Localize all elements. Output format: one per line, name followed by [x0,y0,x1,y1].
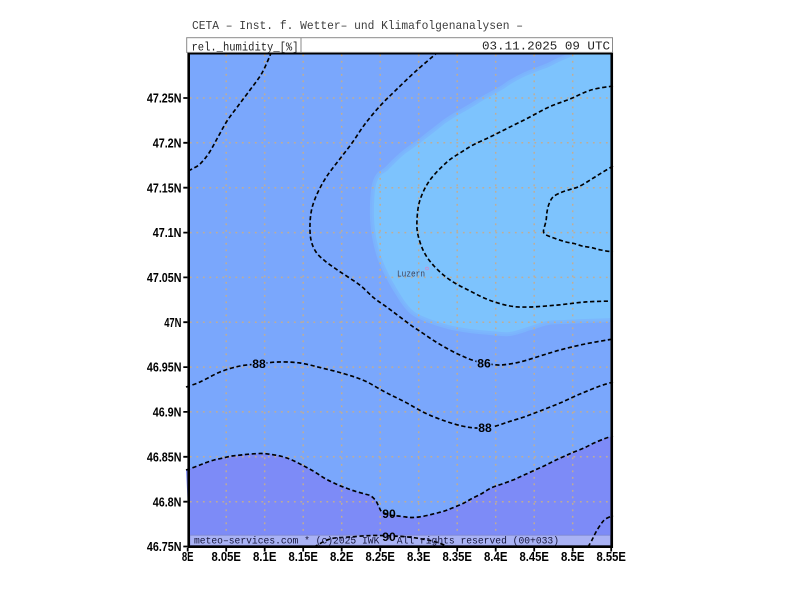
svg-text:47.05N: 47.05N [147,270,182,285]
svg-text:8.5E: 8.5E [561,549,585,564]
svg-text:8.25E: 8.25E [366,549,396,564]
svg-text:rel._humidity_[%]: rel._humidity_[%] [192,40,299,54]
svg-text:03.11.2025 09 UTC: 03.11.2025 09 UTC [482,39,610,53]
svg-text:46.85N: 46.85N [147,449,182,464]
svg-text:88: 88 [252,359,266,371]
svg-text:CETA – Inst. f. Wetter– und Kl: CETA – Inst. f. Wetter– und Klimafolgena… [192,19,523,33]
svg-text:46.75N: 46.75N [147,539,182,554]
svg-text:86: 86 [477,359,491,371]
svg-text:8.2E: 8.2E [330,549,354,564]
svg-text:90: 90 [382,532,396,544]
svg-text:88: 88 [478,423,492,435]
svg-text:47.1N: 47.1N [153,225,182,240]
svg-text:47.25N: 47.25N [147,91,182,106]
svg-text:8.15E: 8.15E [289,549,319,564]
svg-text:Luzern: Luzern [397,270,425,280]
svg-text:meteo–services.com * (c)2025 I: meteo–services.com * (c)2025 IWK * All r… [194,536,559,548]
svg-text:47.15N: 47.15N [147,180,182,195]
svg-text:8.1E: 8.1E [253,549,277,564]
svg-text:8.35E: 8.35E [443,549,473,564]
svg-text:8E: 8E [182,549,194,564]
svg-text:8.3E: 8.3E [407,549,431,564]
svg-text:8.4E: 8.4E [484,549,508,564]
svg-text:47N: 47N [164,315,181,330]
svg-text:8.45E: 8.45E [520,549,550,564]
svg-text:46.9N: 46.9N [153,405,182,420]
svg-text:8.05E: 8.05E [212,549,242,564]
svg-text:47.2N: 47.2N [153,135,182,150]
svg-text:8.55E: 8.55E [597,549,627,564]
svg-text:46.8N: 46.8N [153,494,182,509]
svg-text:90: 90 [382,509,396,521]
svg-text:46.95N: 46.95N [147,360,182,375]
